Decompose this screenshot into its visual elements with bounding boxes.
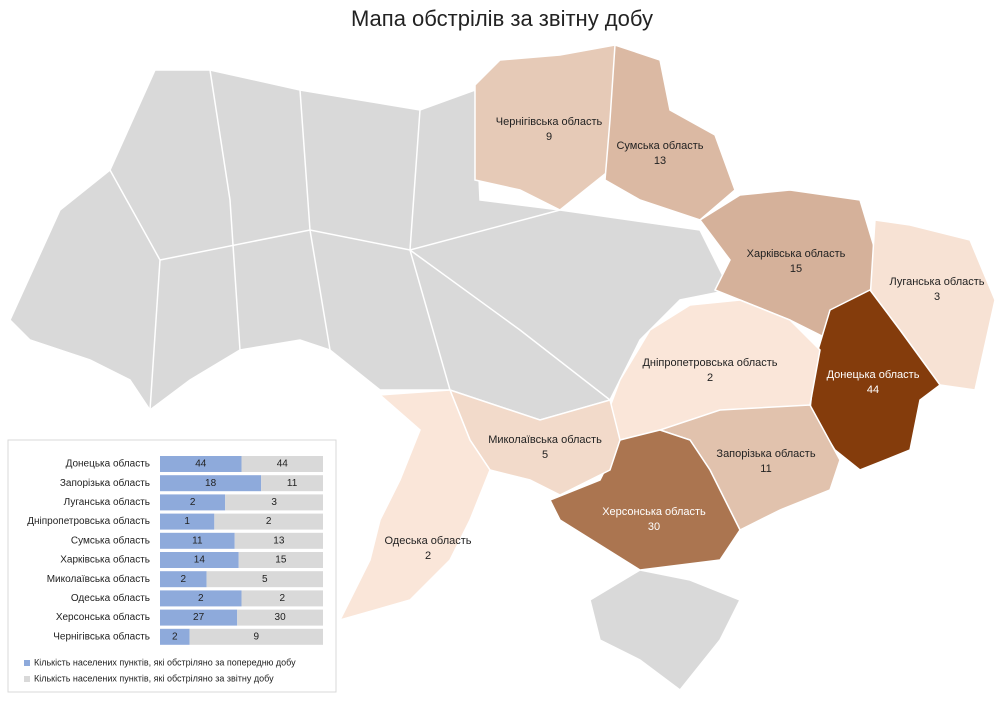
data-label: 2 xyxy=(190,497,196,508)
region-value: 15 xyxy=(790,263,802,275)
bar-segment xyxy=(160,552,239,568)
region-name: Херсонська область xyxy=(602,506,706,518)
region xyxy=(548,429,741,571)
bar-segment xyxy=(225,494,323,511)
data-label: 14 xyxy=(194,555,206,566)
region-name: Одеська область xyxy=(384,535,471,547)
bar-segment xyxy=(160,609,238,626)
region-name: Чернігівська область xyxy=(496,116,603,128)
border xyxy=(159,209,561,261)
data-label: 3 xyxy=(271,497,277,508)
region-name: Донецька область xyxy=(827,369,920,381)
data-label: 27 xyxy=(193,612,205,623)
region-value: 44 xyxy=(867,384,879,396)
category-label: Сумська область xyxy=(71,534,150,546)
legend-swatch xyxy=(24,676,30,682)
category-label: Харківська область xyxy=(60,554,150,566)
category-label: Донецька область xyxy=(66,458,150,470)
data-label: 2 xyxy=(198,593,204,604)
region-value: 5 xyxy=(542,449,548,461)
bar-segment xyxy=(234,532,323,549)
bar-segment xyxy=(160,532,235,549)
bar-segment xyxy=(160,494,226,511)
data-label: 2 xyxy=(279,593,285,604)
data-label: 13 xyxy=(273,535,285,546)
bar-segment xyxy=(160,571,207,588)
bar-segment xyxy=(160,590,242,607)
category-label: Дніпропетровська область xyxy=(27,515,150,527)
data-label: 44 xyxy=(195,459,207,470)
region-value: 11 xyxy=(760,463,771,475)
region-name: Харківська область xyxy=(747,248,846,260)
data-label: 1 xyxy=(184,516,190,527)
region-value: 9 xyxy=(546,131,552,143)
data-label: 5 xyxy=(262,574,268,585)
category-label: Чернігівська область xyxy=(53,630,150,642)
bar-segment xyxy=(160,456,242,472)
data-label: 11 xyxy=(192,535,203,546)
bar-segment xyxy=(261,475,323,492)
data-label: 11 xyxy=(287,478,298,489)
region-name: Сумська область xyxy=(616,140,703,152)
bar-segment xyxy=(237,609,323,626)
title: Мапа обстрілів за звітну добу xyxy=(351,6,653,31)
data-label: 2 xyxy=(266,516,272,527)
region-name: Дніпропетровська область xyxy=(642,357,777,369)
region-name: Запорізька область xyxy=(716,448,815,460)
region-gray xyxy=(9,69,732,421)
crimea xyxy=(589,569,742,692)
region-value: 13 xyxy=(654,155,666,167)
category-label: Луганська область xyxy=(64,496,150,508)
border xyxy=(409,249,611,401)
data-label: 18 xyxy=(205,478,217,489)
category-label: Херсонська область xyxy=(56,611,150,623)
legend-label: Кількість населених пунктів, які обстріл… xyxy=(34,657,296,667)
category-label: Миколаївська область xyxy=(47,573,150,585)
region-value: 3 xyxy=(934,291,940,303)
region-value: 2 xyxy=(707,372,713,384)
category-label: Запорізька область xyxy=(60,477,150,489)
bar-segment xyxy=(160,513,215,530)
legend-swatch xyxy=(24,660,30,666)
region-value: 30 xyxy=(648,521,660,533)
bar-segment xyxy=(238,552,323,568)
data-label: 15 xyxy=(275,555,287,566)
bar-segment xyxy=(189,628,323,645)
category-label: Одеська область xyxy=(71,592,150,604)
bar-segment xyxy=(241,456,323,472)
legend-label: Кількість населених пунктів, які обстріл… xyxy=(34,673,274,683)
data-label: 2 xyxy=(181,574,187,585)
bar-segment xyxy=(206,571,323,588)
data-label: 30 xyxy=(275,612,287,623)
region xyxy=(604,43,736,221)
region-name: Луганська область xyxy=(890,276,985,288)
region xyxy=(338,389,491,622)
bar-segment xyxy=(214,513,323,530)
region-name: Миколаївська область xyxy=(488,434,602,446)
map-base xyxy=(9,69,742,692)
data-label: 9 xyxy=(254,631,260,642)
bar-segment xyxy=(160,475,262,492)
data-label: 2 xyxy=(172,631,178,642)
border xyxy=(209,69,241,351)
region-value: 2 xyxy=(425,550,431,562)
data-label: 44 xyxy=(277,459,289,470)
bar-segment xyxy=(241,590,323,607)
bar-segment xyxy=(160,628,190,645)
